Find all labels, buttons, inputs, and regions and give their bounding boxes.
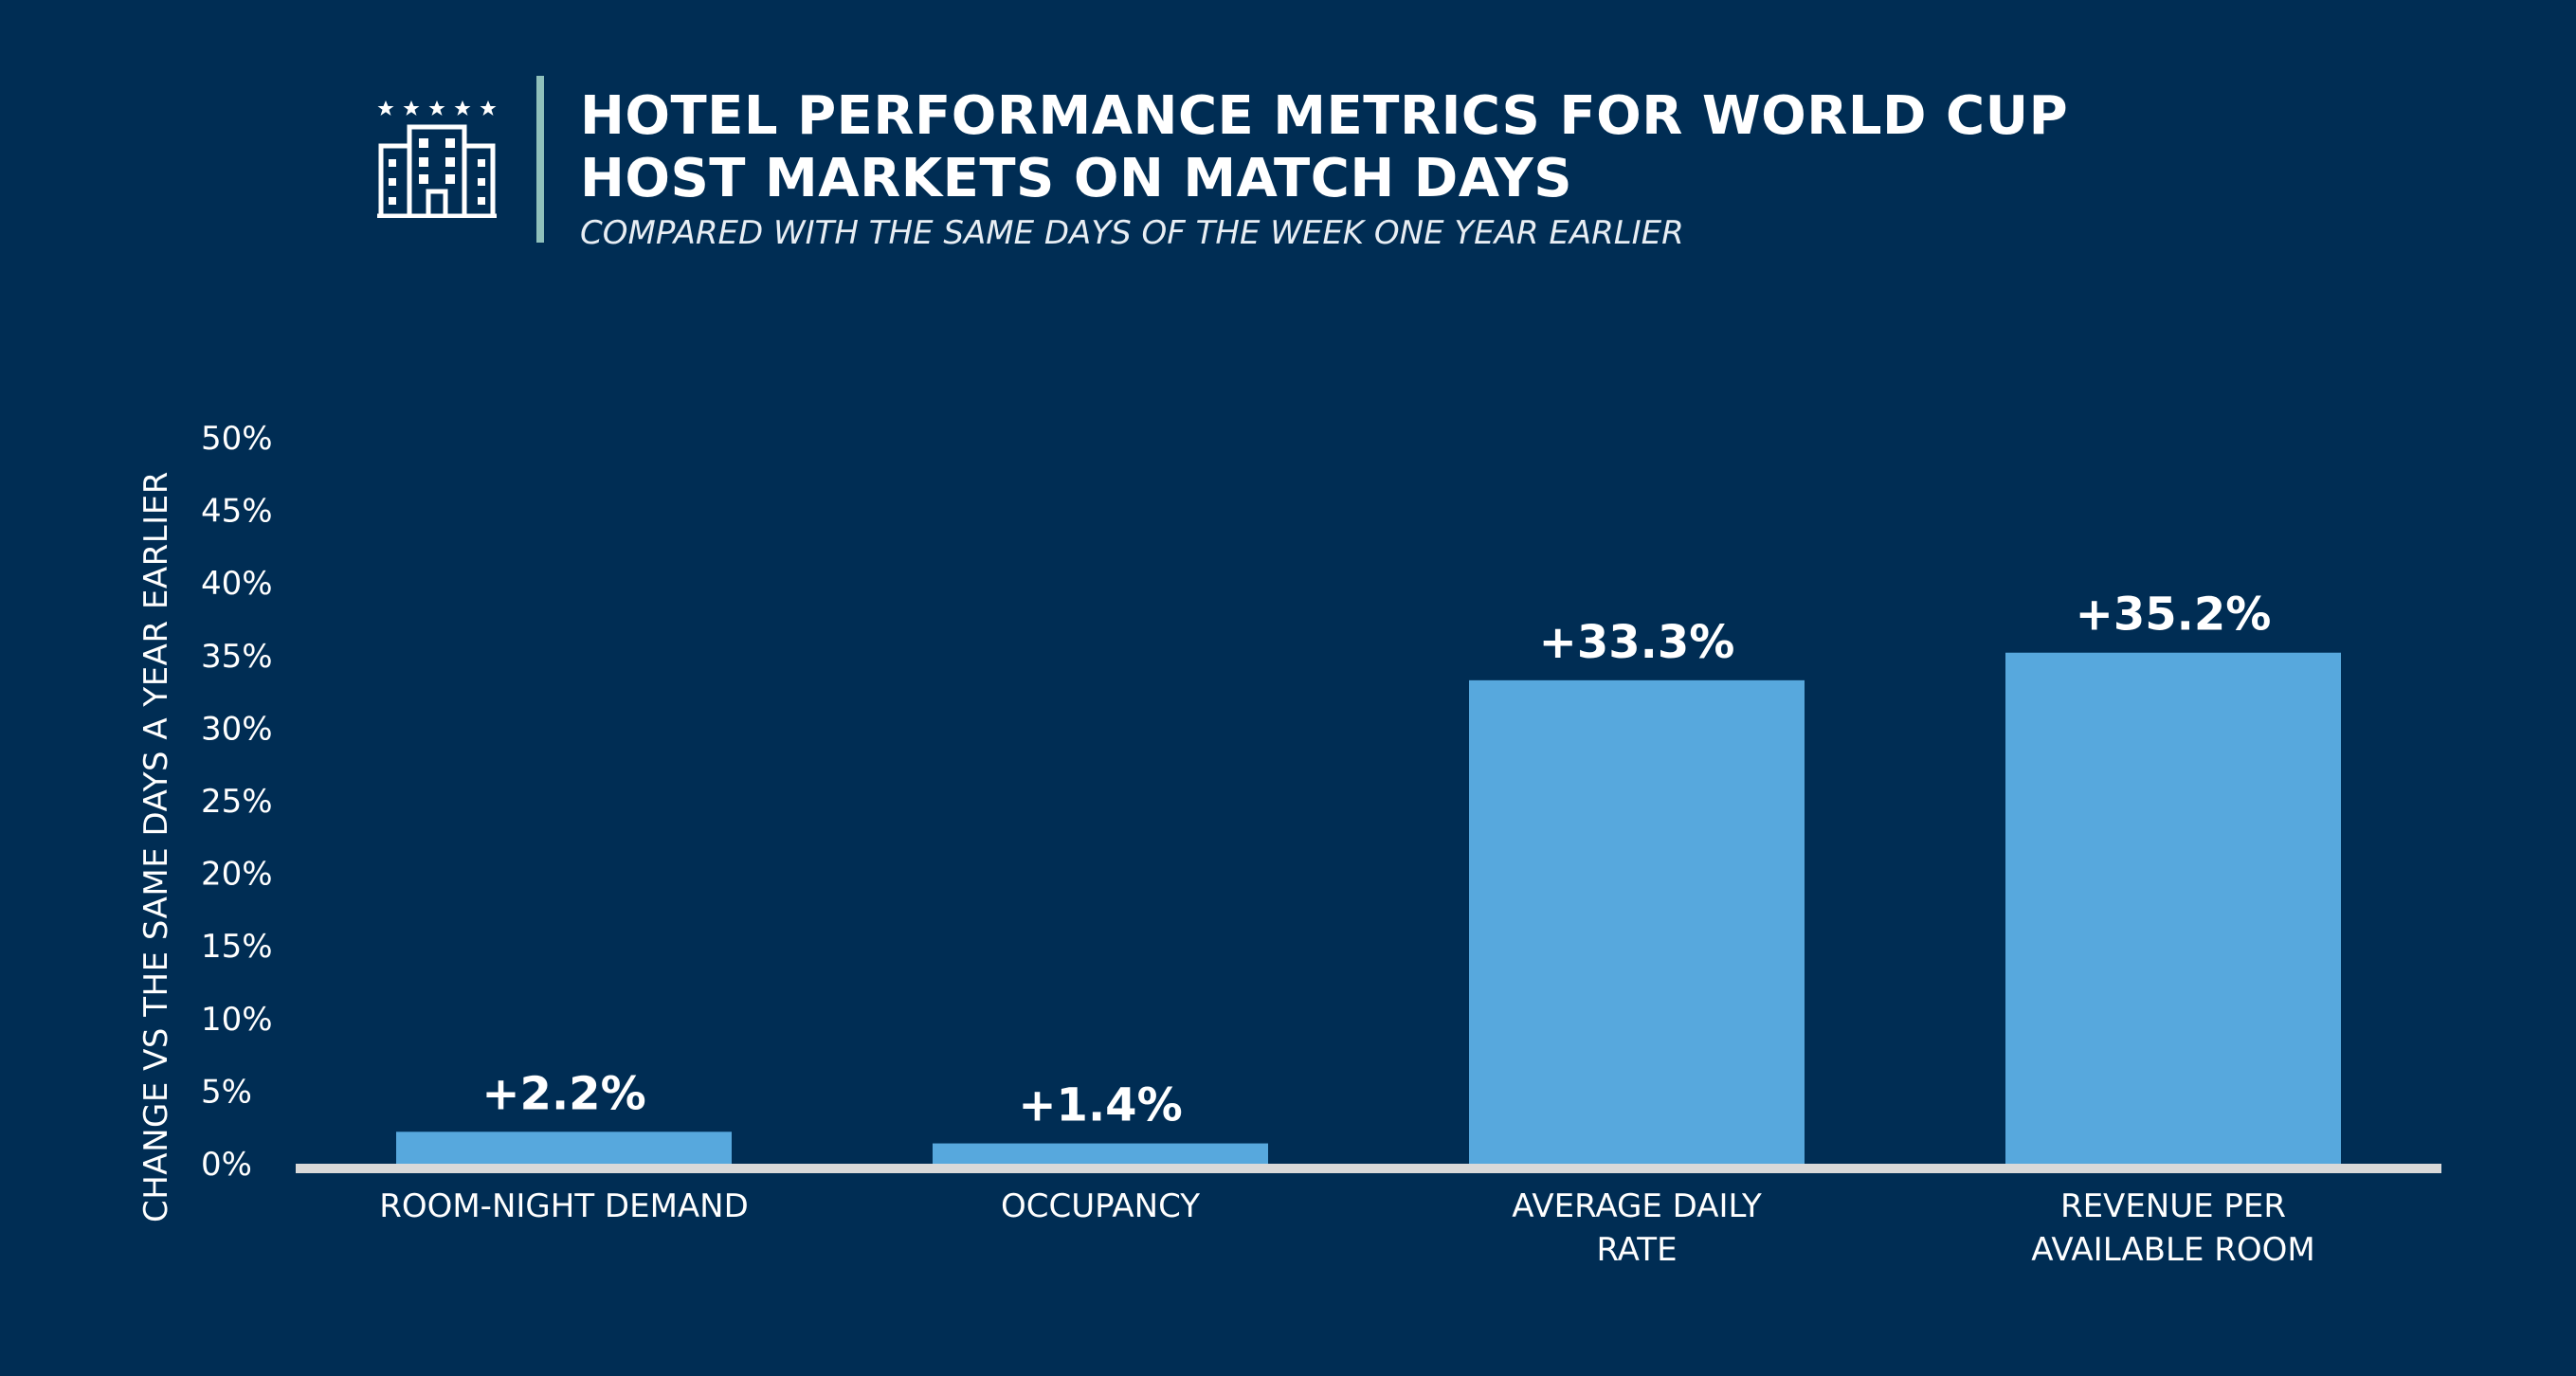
x-tick-label: OCCUPANCY	[1001, 1187, 1200, 1225]
y-tick-label: 15%	[201, 928, 273, 966]
y-tick-label: 10%	[201, 1001, 273, 1039]
bar	[396, 1132, 732, 1164]
y-tick-label: 45%	[201, 493, 273, 531]
title-block: HOTEL PERFORMANCE METRICS FOR WORLD CUP …	[580, 85, 2381, 254]
header-divider	[536, 76, 544, 243]
y-tick-label: 50%	[201, 420, 273, 458]
y-tick-label: 35%	[201, 638, 273, 676]
x-tick-label: REVENUE PER	[2060, 1187, 2286, 1225]
x-tick-label: AVAILABLE ROOM	[2031, 1231, 2314, 1269]
y-tick-label: 30%	[201, 710, 273, 748]
y-axis-label: CHANGE VS THE SAME DAYS A YEAR EARLIER	[137, 471, 175, 1222]
x-tick-label: RATE	[1596, 1231, 1677, 1269]
chart-subtitle: COMPARED WITH THE SAME DAYS OF THE WEEK …	[580, 214, 1684, 252]
bar	[1469, 679, 1805, 1164]
data-label: +33.3%	[1539, 616, 1735, 669]
data-label: +2.2%	[481, 1067, 645, 1120]
x-axis-baseline	[296, 1164, 2441, 1173]
chart-title: HOTEL PERFORMANCE METRICS FOR WORLD CUP …	[580, 85, 2069, 209]
y-tick-label: 40%	[201, 565, 273, 603]
data-label: +1.4%	[1018, 1079, 1182, 1132]
x-tick-label: ROOM-NIGHT DEMAND	[379, 1187, 749, 1225]
y-tick-label: 25%	[201, 783, 273, 821]
y-tick-label: 0%	[201, 1146, 252, 1184]
hotel-building-icon	[377, 100, 497, 218]
bar	[2005, 652, 2341, 1164]
data-label: +35.2%	[2076, 588, 2272, 642]
y-tick-label: 5%	[201, 1073, 252, 1111]
y-tick-label: 20%	[201, 856, 273, 894]
x-tick-label: AVERAGE DAILY	[1512, 1187, 1762, 1225]
bar	[933, 1143, 1268, 1164]
